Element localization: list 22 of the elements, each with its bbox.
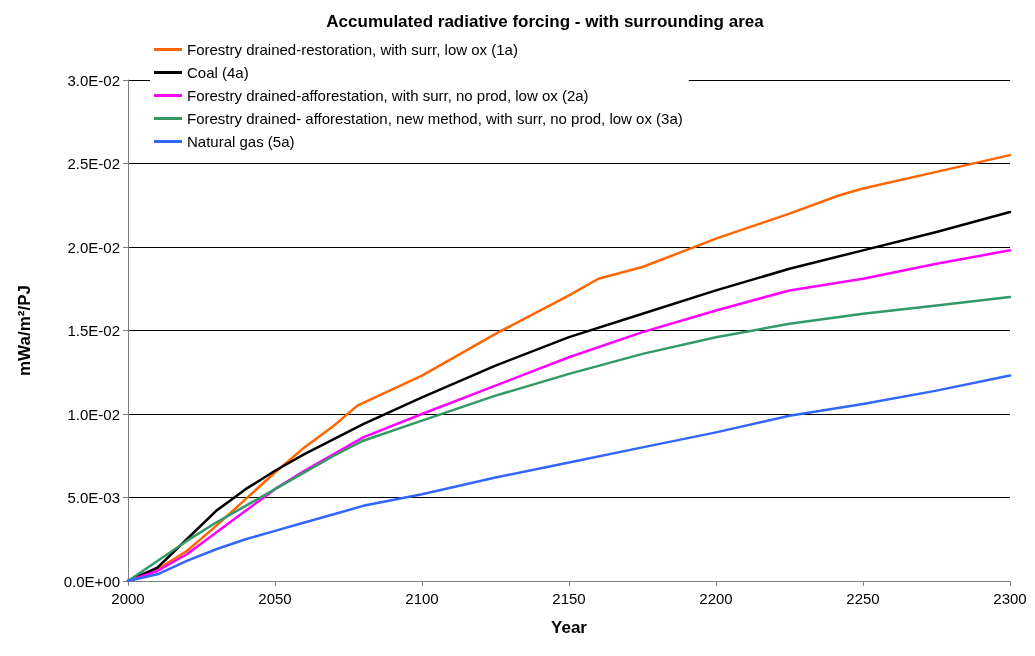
x-axis-title: Year <box>551 618 588 637</box>
legend-label: Natural gas (5a) <box>187 133 295 150</box>
legend-label: Coal (4a) <box>187 64 249 81</box>
y-tick-label: 0.0E+00 <box>63 572 120 590</box>
y-tick-label: 2.0E-02 <box>67 238 120 256</box>
x-tick-label: 2150 <box>552 590 586 607</box>
x-tick-label: 2200 <box>699 590 733 607</box>
y-tick-label: 3.0E-02 <box>67 71 120 89</box>
y-tick-label: 5.0E-03 <box>67 489 120 506</box>
chart-title: Accumulated radiative forcing - with surrounding area <box>326 12 765 31</box>
x-tick-label: 2100 <box>405 590 439 607</box>
y-tick-label: 1.0E-02 <box>67 405 120 423</box>
y-tick-label: 1.5E-02 <box>67 322 120 339</box>
y-tick-label: 2.5E-02 <box>67 155 120 172</box>
x-tick-label: 2050 <box>258 590 292 607</box>
legend-label: Forestry drained-restoration, with surr, low ox (1a) <box>187 41 518 58</box>
y-axis-title: mWa/m²/PJ <box>15 284 34 377</box>
x-tick-label: 2250 <box>846 590 880 607</box>
x-tick-label: 2300 <box>993 590 1027 607</box>
legend-label: Forestry drained- afforestation, new method, with surr, no prod, low ox (3a) <box>187 110 683 127</box>
x-tick-label: 2000 <box>111 590 145 607</box>
legend-label: Forestry drained-afforestation, with surr, no prod, low ox (2a) <box>187 87 589 104</box>
